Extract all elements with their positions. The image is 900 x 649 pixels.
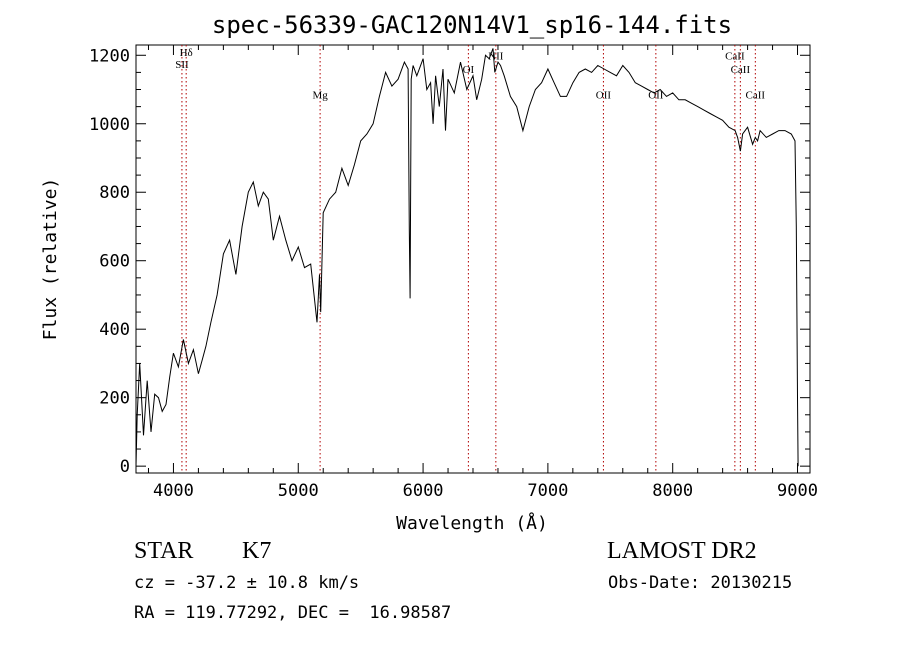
line-marker-label: Hδ (180, 47, 193, 59)
x-tick-label: 5000 (278, 481, 319, 501)
y-tick-label: 0 (120, 457, 130, 477)
survey-name: LAMOST DR2 (607, 538, 757, 564)
chart-title: spec-56339-GAC120N14V1_sp16-144.fits (212, 11, 732, 39)
y-tick-label: 400 (99, 320, 130, 340)
line-marker-label: SII (175, 59, 189, 71)
x-tick-label: 9000 (777, 481, 818, 501)
y-tick-label: 1200 (89, 46, 130, 66)
plot-frame (135, 44, 811, 474)
object-subclass: K7 (242, 538, 272, 564)
y-tick-label: 600 (99, 252, 130, 272)
line-marker-label: Mg (312, 90, 328, 102)
y-tick-label: 200 (99, 389, 130, 409)
line-marker-label: NII (488, 50, 504, 62)
y-tick-label: 800 (99, 183, 130, 203)
line-marker-label: CaII (731, 64, 751, 76)
y-tick-label: 1000 (89, 115, 130, 135)
line-marker-label: CaII (725, 50, 745, 62)
x-tick-label: 4000 (153, 481, 194, 501)
line-marker-label: CaII (746, 90, 766, 102)
object-class: STAR (134, 538, 194, 564)
redshift-readout: cz = -37.2 ± 10.8 km/s (134, 573, 360, 593)
line-marker-label: OII (648, 90, 664, 102)
x-tick-label: 8000 (652, 481, 693, 501)
y-axis-label: Flux (relative) (40, 178, 61, 341)
coordinates: RA = 119.77292, DEC = 16.98587 (134, 603, 452, 623)
x-tick-label: 7000 (527, 481, 568, 501)
x-tick-label: 6000 (403, 481, 444, 501)
obs-date: Obs-Date: 20130215 (608, 573, 793, 593)
line-marker-label: OI (463, 64, 475, 76)
spectrum-line (135, 48, 799, 467)
x-axis-label: Wavelength (Å) (396, 512, 548, 534)
axis-ticks: 4000 5000 6000 7000 8000 9000 0 200 400 600 800 100… (89, 45, 818, 501)
line-marker-label: OII (596, 90, 612, 102)
